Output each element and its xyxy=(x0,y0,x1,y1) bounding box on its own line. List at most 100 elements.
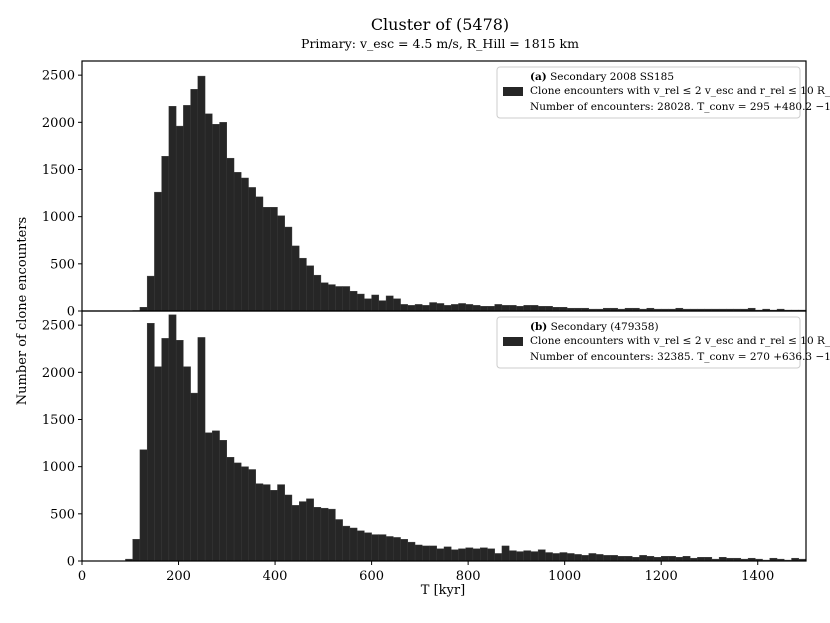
histogram-bar xyxy=(494,553,503,562)
histogram-bar xyxy=(682,556,691,562)
legend-swatch xyxy=(503,87,523,96)
y-tick-label: 1500 xyxy=(42,413,75,428)
legend-panel-label: (a) xyxy=(530,71,547,83)
histogram-bar xyxy=(523,305,532,312)
y-tick-label: 500 xyxy=(50,507,75,522)
histogram-bar xyxy=(501,305,510,312)
histogram-bar xyxy=(537,549,546,562)
histogram-bar xyxy=(603,555,611,562)
histogram-bar xyxy=(327,508,336,562)
histogram-bar xyxy=(422,305,430,312)
x-tick-label: 200 xyxy=(166,569,191,584)
histogram-bar xyxy=(465,547,474,562)
histogram-bar xyxy=(161,156,170,312)
histogram-bar xyxy=(451,304,459,312)
histogram-bar xyxy=(226,157,235,312)
histogram-bar xyxy=(262,484,271,562)
y-tick-label: 2500 xyxy=(42,69,75,84)
histogram-bar xyxy=(197,337,206,562)
histogram-bar xyxy=(530,551,539,562)
histogram-bar xyxy=(197,75,206,312)
histogram-bar xyxy=(595,554,604,562)
histogram-bar xyxy=(436,548,445,562)
y-tick-label: 1500 xyxy=(42,163,75,178)
legend-line-3: Number of encounters: 32385. T_conv = 27… xyxy=(530,351,830,363)
histogram-bar xyxy=(299,257,307,312)
legend: (a) Secondary 2008 SS185 Clone encounters… xyxy=(496,66,830,119)
y-axis-label: Number of clone encounters xyxy=(15,217,30,405)
histogram-bar xyxy=(436,303,445,312)
axes-frame xyxy=(81,310,807,562)
histogram-bar xyxy=(204,432,213,562)
histogram-bar xyxy=(255,196,264,312)
histogram-bar xyxy=(371,534,380,562)
histogram-bar xyxy=(414,304,423,312)
x-axis-label: T [kyr] xyxy=(421,583,465,598)
histogram-bar xyxy=(624,556,633,562)
x-tick-label: 600 xyxy=(359,569,384,584)
x-tick-label: 400 xyxy=(263,569,288,584)
y-tick-label: 2000 xyxy=(42,366,75,381)
histogram-bar xyxy=(364,298,372,312)
histogram-bar xyxy=(451,549,459,562)
histogram-bar xyxy=(480,547,488,562)
histogram-bar xyxy=(320,507,329,562)
legend-box xyxy=(496,66,801,119)
histogram-bar xyxy=(559,552,568,562)
histogram-bar xyxy=(175,340,184,562)
histogram-bar xyxy=(270,207,278,312)
histogram-bar xyxy=(646,556,655,562)
histogram-bar xyxy=(545,306,553,312)
legend-secondary-name: Secondary (479358) xyxy=(547,321,658,333)
histogram-bar xyxy=(668,556,676,562)
histogram-bar xyxy=(400,539,408,562)
histogram-bar xyxy=(574,554,582,562)
histogram-bar xyxy=(212,430,220,562)
histogram-bar xyxy=(161,338,170,562)
histogram-bar xyxy=(248,187,256,312)
histogram-bar xyxy=(233,462,242,562)
y-tick-label: 2500 xyxy=(42,319,75,334)
histogram-bar xyxy=(248,469,256,562)
histogram-bar xyxy=(306,498,314,562)
y-tick-label: 0 xyxy=(67,305,75,320)
histogram-bar xyxy=(284,226,293,312)
histogram-bar xyxy=(356,530,365,562)
histogram-bar xyxy=(610,555,618,562)
histogram-bar xyxy=(132,539,141,562)
histogram-bar xyxy=(335,286,343,312)
legend-swatch xyxy=(503,337,523,346)
y-tick-label: 2000 xyxy=(42,116,75,131)
histogram-bar xyxy=(530,305,539,312)
legend-line-3: Number of encounters: 28028. T_conv = 29… xyxy=(530,101,830,113)
histogram-bar xyxy=(443,305,452,312)
histogram-bar xyxy=(183,366,191,562)
histogram-bar xyxy=(146,275,155,312)
y-tick-label: 1000 xyxy=(42,460,75,475)
histogram-bar xyxy=(154,366,162,562)
histogram-bar xyxy=(552,553,561,562)
legend-line-1: (b) Secondary (479358) xyxy=(530,321,659,333)
histogram-bar xyxy=(508,305,517,312)
histogram-bar xyxy=(407,541,416,562)
histogram-bar xyxy=(342,525,351,562)
x-tick-label: 800 xyxy=(456,569,481,584)
histogram-bar xyxy=(241,177,249,312)
histogram-bar xyxy=(364,532,372,562)
histogram-bar xyxy=(639,555,647,562)
histogram-bar xyxy=(523,550,532,562)
histogram-bar xyxy=(480,306,488,312)
histogram-bar xyxy=(371,294,380,312)
histogram-bar xyxy=(537,306,546,312)
histogram-bar xyxy=(661,556,669,562)
x-tick-label: 1200 xyxy=(645,569,678,584)
histogram-bar xyxy=(226,457,235,562)
histogram-bar xyxy=(385,295,394,312)
histogram-bar xyxy=(378,300,387,312)
histogram-bar xyxy=(566,553,575,562)
histogram-bar xyxy=(299,501,307,562)
legend: (b) Secondary (479358) Clone encounters w… xyxy=(496,316,830,369)
histogram-bar xyxy=(400,304,408,312)
legend-box xyxy=(496,316,801,369)
histogram-bar xyxy=(472,548,481,562)
